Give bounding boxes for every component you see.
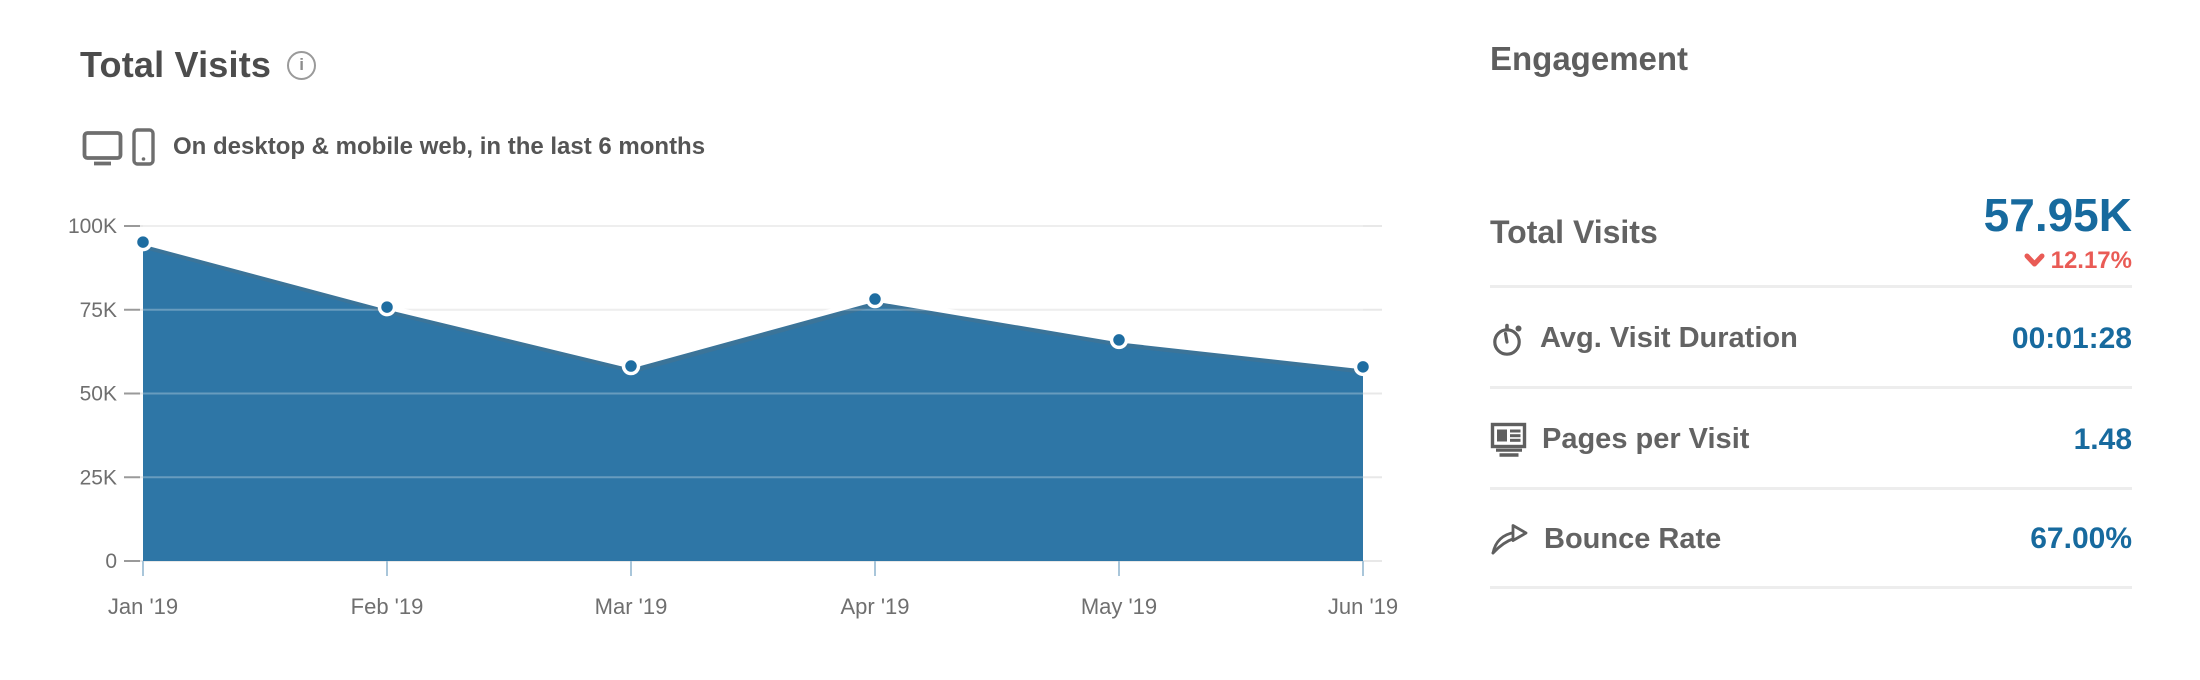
engagement-title: Engagement [1490, 40, 1689, 77]
x-axis-label: Mar '19 [595, 594, 668, 619]
metric-label-bounce-rate: Bounce Rate [1544, 522, 1722, 555]
metric-label-group: Bounce Rate [1490, 521, 1721, 557]
y-axis-label: 0 [105, 550, 117, 573]
info-icon[interactable]: i [287, 50, 317, 80]
device-icons [82, 128, 155, 166]
chart-subtitle-text: On desktop & mobile web, in the last 6 m… [173, 133, 706, 160]
change-percent: 12.17% [2050, 246, 2132, 274]
series-line [140, 239, 1366, 370]
data-point[interactable] [377, 297, 397, 317]
pages-per-visit-value: 1.48 [2073, 422, 2132, 456]
series-line-shadow [142, 243, 1368, 374]
x-axis-label: May '19 [1081, 594, 1157, 619]
data-point[interactable] [1109, 330, 1129, 350]
chart-title: Total Visits [80, 44, 272, 85]
stopwatch-icon [1493, 323, 1522, 356]
data-point[interactable] [1353, 357, 1373, 377]
y-axis-label: 100K [68, 215, 117, 238]
data-point[interactable] [865, 289, 885, 309]
metric-label-total-visits: Total Visits [1490, 214, 1658, 250]
chevron-down-icon [2024, 253, 2045, 267]
avg-visit-duration-value: 00:01:28 [2011, 321, 2132, 355]
metric-label-pages-per-visit: Pages per Visit [1542, 423, 1750, 455]
engagement-row-pages-per-visit: Pages per Visit 1.48 [1490, 392, 2132, 490]
total-visits-value: 57.95K [1983, 188, 2132, 241]
area-fill [143, 242, 1363, 561]
pages-icon [1490, 422, 1527, 457]
x-axis-label: Jun '19 [1328, 594, 1398, 619]
data-point[interactable] [133, 232, 153, 252]
bounce-rate-value: 67.00% [2030, 522, 2132, 555]
x-axis-label: Apr '19 [840, 594, 909, 619]
engagement-row-avg-visit-duration: Avg. Visit Duration 00:01:28 [1490, 291, 2132, 389]
chart-subtitle: On desktop & mobile web, in the last 6 m… [82, 128, 705, 166]
desktop-icon [82, 131, 123, 166]
y-axis-label: 50K [80, 383, 117, 406]
chart-header: Total Visits i [80, 44, 317, 86]
change-indicator: 12.17% [2024, 247, 2132, 275]
metric-label-group: Avg. Visit Duration [1490, 321, 1798, 357]
data-point[interactable] [621, 356, 641, 376]
engagement-row-bounce-rate: Bounce Rate 67.00% [1490, 492, 2132, 589]
metric-label-avg-visit-duration: Avg. Visit Duration [1540, 322, 1798, 354]
y-axis-label: 75K [80, 299, 117, 322]
total-visits-area-chart: 0 25K 50K 75K 100K Jan '19 Feb '19 Mar '19 Apr '… [68, 215, 1398, 619]
bounce-arrow-icon [1491, 524, 1528, 555]
metric-label-group: Pages per Visit [1490, 422, 1749, 458]
mobile-icon [132, 128, 155, 166]
x-axis-label: Feb '19 [351, 594, 424, 619]
engagement-panel: Engagement Total Visits 57.95K 12.17% [1490, 40, 2132, 589]
y-axis-label: 25K [80, 466, 117, 489]
total-visits-value-block: 57.95K 12.17% [1984, 191, 2132, 275]
x-axis-label: Jan '19 [108, 594, 178, 619]
engagement-row-total-visits: Total Visits 57.95K 12.17% [1490, 180, 2132, 288]
